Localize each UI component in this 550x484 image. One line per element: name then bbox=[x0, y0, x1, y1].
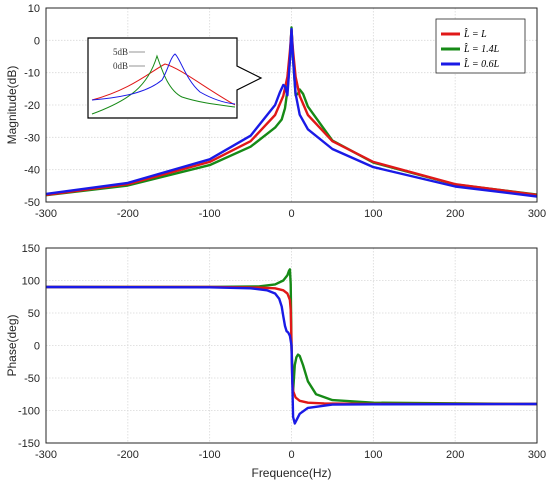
x-tick-label: -300 bbox=[35, 449, 57, 461]
magnitude-y-axis-label: Magnitude(dB) bbox=[5, 66, 19, 145]
x-tick-label: 0 bbox=[288, 449, 294, 461]
inset-label-5db: 5dB bbox=[113, 47, 128, 57]
legend-entry-blue: L̂ = 0.6L bbox=[463, 57, 500, 70]
y-tick-label: -10 bbox=[24, 68, 40, 80]
inset-curve-blue bbox=[91, 53, 236, 105]
legend-entry-red: L̂ = L bbox=[463, 27, 487, 40]
legend-entry-green: L̂ = 1.4L bbox=[463, 42, 500, 55]
x-tick-label: -300 bbox=[35, 208, 57, 220]
inset-curve-red bbox=[91, 63, 236, 106]
magnitude-panel: -300 -200 -100 0 100 200 300100-10-20-30-40-50… bbox=[5, 3, 546, 220]
y-tick-label: -20 bbox=[24, 100, 40, 112]
x-tick-label: 200 bbox=[446, 449, 464, 461]
x-tick-label: 300 bbox=[528, 208, 546, 220]
inset-callout-box bbox=[87, 37, 263, 119]
y-tick-label: -150 bbox=[18, 438, 40, 450]
x-tick-label: -100 bbox=[199, 208, 221, 220]
phase-x-axis-label: Frequence(Hz) bbox=[251, 466, 331, 480]
x-tick-label: 100 bbox=[364, 208, 382, 220]
y-tick-label: -40 bbox=[24, 165, 40, 177]
series-line-blue bbox=[45, 27, 538, 198]
magnitude-plot-border bbox=[45, 7, 538, 203]
inset-label-0db: 0dB bbox=[113, 61, 128, 71]
y-tick-label: 0 bbox=[34, 35, 40, 47]
y-tick-label: -30 bbox=[24, 132, 40, 144]
x-tick-label: 200 bbox=[446, 208, 464, 220]
phase-ticks: -300 -200 -100 0 100 200 300 150 100 50 0 -50 -100 -1… bbox=[18, 243, 546, 461]
y-tick-label: 150 bbox=[22, 243, 40, 255]
magnitude-series bbox=[45, 26, 538, 198]
y-tick-label: 100 bbox=[22, 276, 40, 288]
x-tick-label: -200 bbox=[117, 208, 139, 220]
x-tick-label: 0 bbox=[288, 208, 294, 220]
phase-panel: -300 -200 -100 0 100 200 300 150 100 50 0 -50 -100 -1… bbox=[5, 243, 546, 480]
series-line-blue bbox=[45, 285, 538, 425]
x-tick-label: -100 bbox=[199, 449, 221, 461]
magnitude-legend: L̂ = L L̂ = 1.4L L̂ = 0.6L bbox=[435, 18, 526, 74]
phase-plot-border bbox=[45, 247, 538, 444]
y-tick-label: -50 bbox=[24, 373, 40, 385]
y-tick-label: 50 bbox=[28, 308, 40, 320]
x-tick-label: -200 bbox=[117, 449, 139, 461]
phase-series bbox=[45, 268, 538, 425]
y-tick-label: 10 bbox=[28, 3, 40, 15]
y-tick-label: -50 bbox=[24, 197, 40, 209]
phase-y-axis-label: Phase(deg) bbox=[5, 314, 19, 376]
y-tick-label: 0 bbox=[34, 341, 40, 353]
magnitude-inset: 5dB 0dB bbox=[87, 37, 263, 119]
x-tick-label: 300 bbox=[528, 449, 546, 461]
x-tick-label: 100 bbox=[364, 449, 382, 461]
y-tick-label: -100 bbox=[18, 406, 40, 418]
